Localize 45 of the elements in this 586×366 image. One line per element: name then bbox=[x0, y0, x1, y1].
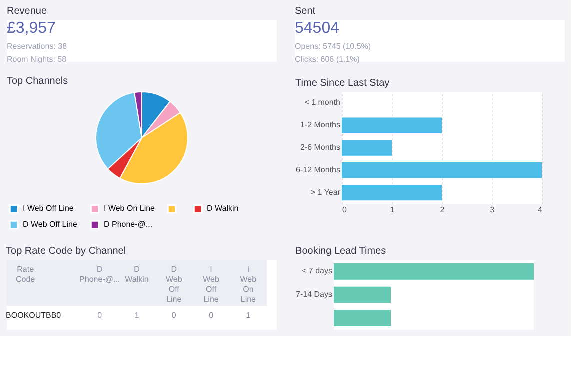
text: BOOKOUTBB0 bbox=[6, 311, 62, 320]
text: 1 bbox=[134, 311, 140, 320]
chart-title: Booking Lead Times bbox=[296, 246, 386, 257]
category-label: I Web On Line bbox=[240, 265, 258, 304]
legend-label: D Phone-@... bbox=[104, 220, 153, 229]
legend-label: D Walkin bbox=[207, 204, 239, 214]
text: 0 bbox=[172, 311, 176, 320]
text: Opens: 5745 (10.5%) bbox=[295, 42, 372, 51]
bar bbox=[342, 140, 392, 156]
category-label: I Web Off Line bbox=[203, 265, 220, 304]
category-label: D Phone-@... bbox=[80, 265, 120, 284]
x-tick-label: 3 bbox=[490, 206, 496, 214]
category-label: D Web Off Line bbox=[166, 265, 183, 304]
text: Clicks: 606 (1.1%) bbox=[295, 55, 360, 64]
y-tick-label: > 1 Year bbox=[310, 188, 341, 197]
x-tick-label: 1 bbox=[390, 206, 396, 214]
text: Top Rate Code by Channel bbox=[6, 246, 126, 257]
y-tick-label: 1-2 Months bbox=[300, 120, 340, 130]
text: Sent bbox=[295, 6, 316, 17]
legend-label: I Web On Line bbox=[104, 204, 156, 214]
text: Room Nights: 58 bbox=[7, 55, 68, 64]
x-tick-label: 2 bbox=[440, 206, 446, 214]
text: Reservations: 38 bbox=[7, 42, 68, 51]
y-tick-label: < 1 month bbox=[304, 98, 340, 108]
legend-label: I Web Off Line bbox=[23, 204, 74, 214]
chart-title: Time Since Last Stay bbox=[296, 78, 390, 89]
x-tick-label: 0 bbox=[342, 206, 348, 214]
bar bbox=[342, 118, 442, 134]
category-label: D Walkin bbox=[125, 265, 149, 284]
text: 54504 bbox=[295, 20, 340, 37]
text: Revenue bbox=[7, 6, 48, 17]
y-tick-label: 2-6 Months bbox=[300, 143, 340, 152]
chart-title: Top Channels bbox=[7, 76, 68, 87]
text: 1 bbox=[246, 311, 251, 320]
category-label: Rate Code bbox=[16, 265, 36, 284]
legend-label: D Web Off Line bbox=[23, 220, 78, 229]
x-tick-label: 4 bbox=[538, 206, 544, 214]
text: 0 bbox=[209, 311, 214, 320]
y-tick-label: < 7 days bbox=[302, 266, 332, 276]
bar bbox=[342, 162, 542, 178]
text: 0 bbox=[98, 311, 102, 320]
text: £3,957 bbox=[7, 20, 56, 37]
y-tick-label: 7-14 Days bbox=[296, 290, 332, 299]
y-tick-label: 6-12 Months bbox=[296, 165, 340, 174]
bar bbox=[342, 184, 442, 201]
